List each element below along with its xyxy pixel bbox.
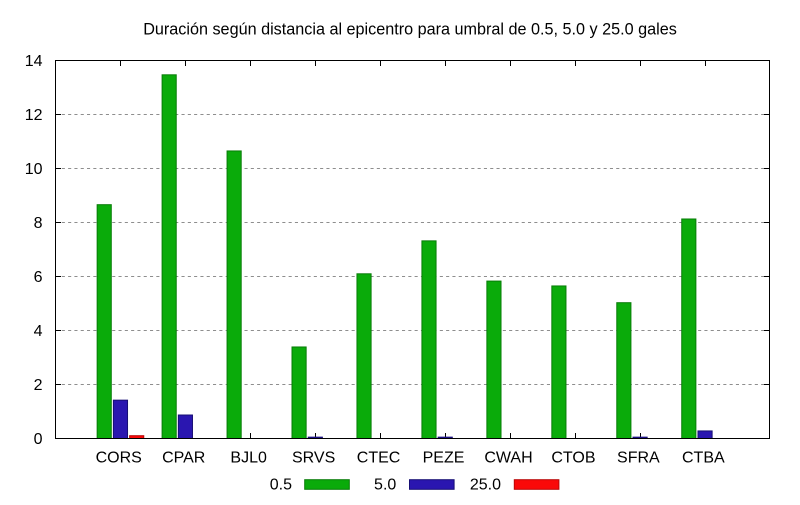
svg-text:2: 2 bbox=[34, 377, 43, 394]
svg-text:SRVS: SRVS bbox=[292, 450, 335, 467]
svg-text:8: 8 bbox=[34, 215, 43, 232]
svg-text:10: 10 bbox=[25, 161, 43, 178]
svg-text:CORS: CORS bbox=[96, 450, 142, 467]
svg-text:5.0: 5.0 bbox=[374, 477, 396, 494]
svg-text:CWAH: CWAH bbox=[484, 450, 532, 467]
svg-text:PEZE: PEZE bbox=[423, 450, 465, 467]
svg-text:6: 6 bbox=[34, 269, 43, 286]
svg-text:4: 4 bbox=[34, 323, 43, 340]
svg-text:Duración según distancia al ep: Duración según distancia al epicentro pa… bbox=[143, 21, 677, 39]
svg-text:0.5: 0.5 bbox=[270, 477, 292, 494]
svg-text:SFRA: SFRA bbox=[617, 450, 660, 467]
svg-text:CTBA: CTBA bbox=[682, 450, 725, 467]
svg-text:BJL0: BJL0 bbox=[230, 450, 267, 467]
svg-text:CPAR: CPAR bbox=[162, 450, 205, 467]
svg-text:12: 12 bbox=[25, 107, 43, 124]
svg-text:CTOB: CTOB bbox=[551, 450, 595, 467]
svg-text:25.0: 25.0 bbox=[470, 477, 501, 494]
svg-text:0: 0 bbox=[34, 431, 43, 448]
svg-text:CTEC: CTEC bbox=[357, 450, 401, 467]
svg-text:14: 14 bbox=[25, 53, 43, 70]
